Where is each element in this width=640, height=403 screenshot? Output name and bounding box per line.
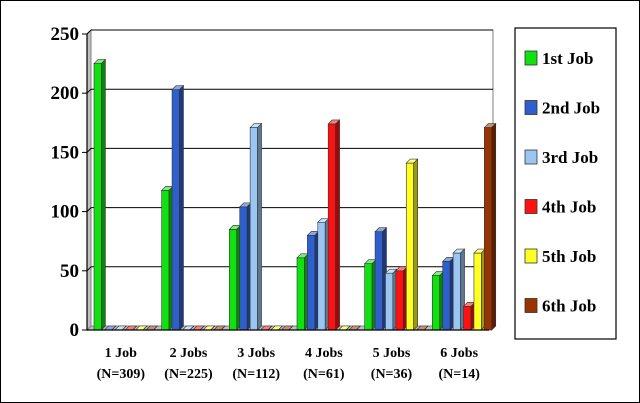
gridline-depth xyxy=(86,88,92,94)
y-tick-label: 0 xyxy=(70,320,80,341)
y-tick-label: 250 xyxy=(51,24,80,45)
legend: 1st Job 2nd Job 3rd Job 4th Job 5th Job 6th J… xyxy=(514,27,617,340)
x-tick-sublabel: (N=309) xyxy=(97,367,146,382)
x-tick-label: 3 Jobs xyxy=(237,346,275,361)
y-tick-label: 50 xyxy=(60,261,79,282)
x-tick-sublabel: (N=36) xyxy=(371,367,413,382)
legend-swatch xyxy=(524,100,538,115)
bar xyxy=(405,158,419,331)
legend-swatch xyxy=(524,248,538,264)
bar xyxy=(442,256,455,331)
bar xyxy=(239,202,252,331)
bar xyxy=(93,58,107,331)
legend-label: 5th Job xyxy=(542,247,596,266)
y-tick-label: 100 xyxy=(51,202,80,223)
legend-label: 1st Job xyxy=(542,49,593,68)
gridline-depth xyxy=(86,148,92,153)
legend-label: 6th Job xyxy=(542,297,596,316)
bar xyxy=(363,258,377,331)
bar xyxy=(384,268,398,331)
gridline-depth xyxy=(86,207,92,212)
gridlines xyxy=(85,28,495,332)
x-tick-label: 4 Jobs xyxy=(305,346,343,361)
legend-swatch xyxy=(524,149,538,165)
legend-label: 2nd Job xyxy=(542,99,600,118)
x-tick-label: 5 Jobs xyxy=(373,346,411,361)
bar xyxy=(306,230,320,331)
x-tick-sublabel: (N=14) xyxy=(438,367,480,382)
x-tick-sublabel: (N=61) xyxy=(303,367,345,382)
bar xyxy=(317,217,330,331)
bar xyxy=(228,224,242,331)
plot-wall xyxy=(90,29,494,327)
bar xyxy=(171,84,185,331)
bar xyxy=(395,266,408,331)
bar xyxy=(473,248,487,331)
bar xyxy=(327,119,341,331)
bar xyxy=(374,227,388,331)
bar xyxy=(431,270,445,331)
gridline-depth xyxy=(86,266,92,272)
legend-swatch xyxy=(524,199,538,214)
bar xyxy=(249,122,263,331)
legend-box xyxy=(514,27,617,340)
y-tick-label: 150 xyxy=(51,142,80,163)
x-tick-label: 2 Jobs xyxy=(170,346,208,361)
legend-swatch xyxy=(524,50,538,66)
x-tick-label: 1 Job xyxy=(105,346,138,361)
x-tick-sublabel: (N=225) xyxy=(164,367,213,382)
x-tick-sublabel: (N=112) xyxy=(232,367,280,382)
bar xyxy=(452,248,466,331)
axes: 0 50 100 150 200 250 1 Job (N=309) 2 Jobs (N=225)… xyxy=(51,24,489,382)
x-tick-label: 6 Jobs xyxy=(440,346,478,361)
legend-label: 4th Job xyxy=(542,198,596,217)
bar xyxy=(160,185,174,331)
legend-swatch xyxy=(524,298,538,313)
bars xyxy=(93,58,497,331)
bar xyxy=(462,301,476,331)
bar xyxy=(483,122,497,331)
gridline-depth xyxy=(86,29,92,35)
legend-label: 3rd Job xyxy=(542,148,598,167)
bar xyxy=(296,253,310,331)
y-tick-label: 200 xyxy=(51,83,80,104)
